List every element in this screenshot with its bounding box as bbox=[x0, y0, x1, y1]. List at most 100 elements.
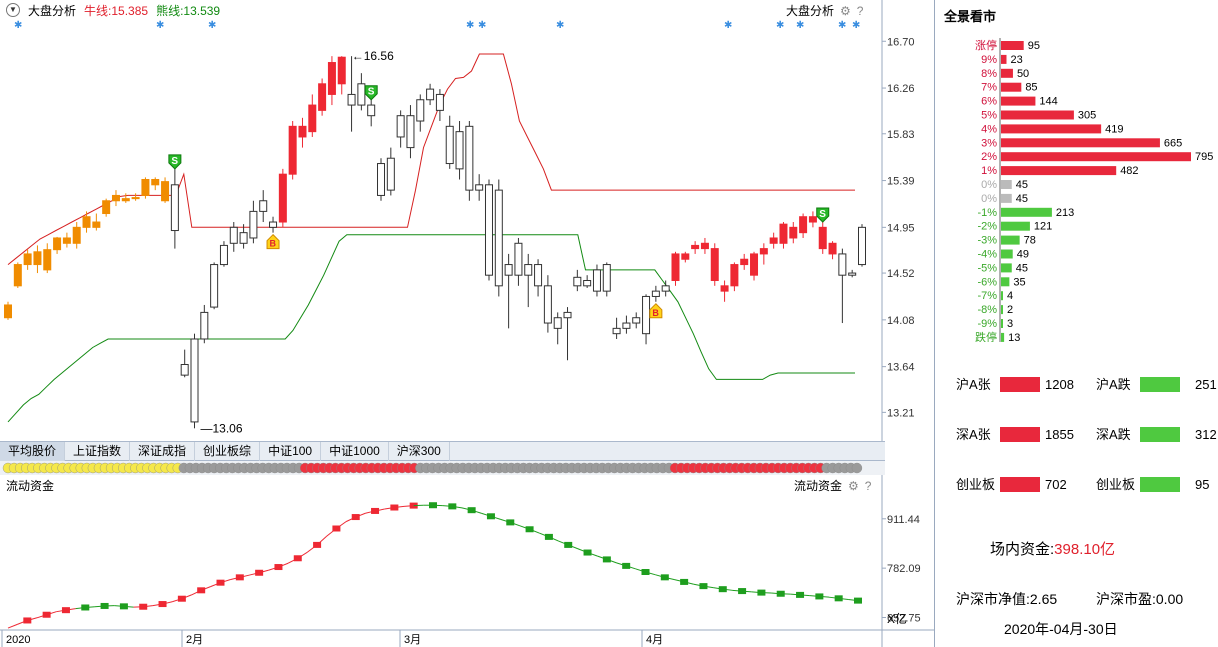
flow-x-label: 4月 bbox=[646, 634, 663, 646]
tab-csi1000[interactable]: 中证1000 bbox=[321, 442, 389, 461]
flow-step-block bbox=[139, 603, 148, 610]
candle-body bbox=[848, 272, 857, 276]
dropdown-toggle-icon[interactable]: ▼ bbox=[6, 3, 20, 17]
series-line-xiong bbox=[7, 234, 855, 423]
candle-body bbox=[102, 200, 111, 215]
candle-body bbox=[239, 232, 248, 244]
bar-category-label: -6% bbox=[977, 276, 997, 288]
flow-x-label: 2月 bbox=[186, 634, 203, 646]
profit-row: 沪深市盈:0.00 bbox=[1096, 589, 1183, 609]
bar-value-label: 45 bbox=[1016, 193, 1028, 205]
candle-body bbox=[759, 248, 768, 255]
distribution-bar bbox=[1001, 319, 1003, 328]
candle-body bbox=[377, 163, 386, 196]
kline-tools: 大盘分析 ⚙ ? bbox=[786, 2, 863, 19]
candle-body bbox=[229, 226, 238, 244]
candle-body bbox=[43, 249, 52, 271]
flow-line-segment bbox=[162, 601, 173, 605]
flow-step-block bbox=[255, 569, 264, 576]
distribution-bar bbox=[1001, 332, 1005, 342]
niu-line-label: 牛线:15.385 bbox=[84, 3, 149, 18]
candle-body bbox=[367, 104, 376, 117]
candle-body bbox=[524, 264, 533, 276]
bar-value-label: 45 bbox=[1016, 179, 1028, 191]
flow-line-segment bbox=[800, 594, 810, 597]
candle-body bbox=[327, 62, 336, 95]
market-up-label: 创业板 bbox=[956, 477, 996, 492]
sell-signal-label: S bbox=[368, 87, 375, 98]
flow-step-block bbox=[371, 507, 380, 514]
market-down-value: 312 bbox=[1195, 427, 1217, 442]
flow-line-segment bbox=[220, 579, 231, 584]
market-up-value: 1855 bbox=[1045, 427, 1074, 442]
star-marker-icon: ✱ bbox=[466, 20, 474, 31]
candle-body bbox=[730, 264, 739, 287]
candle-body bbox=[396, 115, 405, 138]
flow-step-block bbox=[467, 507, 476, 514]
flow-line-segment bbox=[548, 536, 559, 542]
candle-body bbox=[858, 226, 866, 266]
gear-icon[interactable]: ⚙ bbox=[848, 478, 859, 493]
tab-shanghai-index[interactable]: 上证指数 bbox=[65, 442, 131, 461]
candle-body bbox=[151, 178, 160, 186]
candle-body bbox=[808, 216, 817, 223]
flow-line-segment bbox=[316, 535, 328, 546]
flow-line-segment bbox=[46, 611, 57, 616]
candle-body bbox=[200, 311, 209, 340]
bar-category-label: 3% bbox=[981, 137, 997, 149]
candle-body bbox=[632, 317, 641, 324]
bar-value-label: 49 bbox=[1017, 249, 1029, 261]
y-tick-label: 13.21 bbox=[887, 407, 915, 419]
tab-csi100[interactable]: 中证100 bbox=[260, 442, 322, 461]
candle-body bbox=[612, 327, 621, 335]
flow-line-segment bbox=[684, 581, 694, 585]
distribution-bar bbox=[1001, 180, 1012, 189]
bar-value-label: 50 bbox=[1017, 68, 1029, 80]
signal-dot-row bbox=[0, 461, 885, 475]
bar-value-label: 213 bbox=[1056, 207, 1074, 219]
bar-category-label: 7% bbox=[981, 82, 997, 94]
candle-body bbox=[622, 322, 631, 329]
market-up-value: 702 bbox=[1045, 477, 1067, 492]
market-up-value: 1208 bbox=[1045, 377, 1074, 392]
distribution-bar bbox=[1001, 152, 1191, 162]
tab-chinext[interactable]: 创业板综 bbox=[195, 442, 261, 461]
candle-body bbox=[799, 216, 808, 234]
flow-line-segment bbox=[27, 617, 38, 621]
flow-step-block bbox=[274, 564, 283, 571]
candle-body bbox=[475, 184, 484, 191]
tab-csi300[interactable]: 沪深300 bbox=[389, 442, 450, 461]
help-icon[interactable]: ? bbox=[864, 478, 872, 493]
y-tick-label: 14.08 bbox=[887, 315, 915, 327]
gear-icon[interactable]: ⚙ bbox=[840, 3, 851, 18]
candle-body bbox=[92, 221, 101, 228]
candle-body bbox=[602, 264, 611, 292]
candle-body bbox=[121, 198, 130, 202]
bar-category-label: -7% bbox=[977, 290, 997, 302]
bar-category-label: -5% bbox=[977, 262, 997, 274]
date-label: 2020年-04月-30日 bbox=[1004, 621, 1118, 637]
distribution-bar bbox=[1001, 124, 1102, 134]
distribution-bar bbox=[1001, 166, 1117, 176]
bar-category-label: -3% bbox=[977, 235, 997, 247]
bar-category-label: -9% bbox=[977, 318, 997, 330]
net-value: 2.65 bbox=[1029, 591, 1058, 607]
market-down-value: 95 bbox=[1195, 477, 1210, 492]
star-marker-icon: ✱ bbox=[852, 20, 860, 31]
candle-body bbox=[573, 276, 582, 287]
distribution-bar bbox=[1001, 41, 1024, 50]
series-line-niu bbox=[7, 53, 855, 265]
tab-shenzhen-index[interactable]: 深证成指 bbox=[130, 442, 196, 461]
bar-category-label: 4% bbox=[981, 123, 997, 135]
bar-value-label: 95 bbox=[1028, 40, 1040, 52]
flow-line-segment bbox=[374, 508, 385, 512]
panel-title: 全景看市 bbox=[944, 9, 997, 24]
tab-average-price[interactable]: 平均股价 bbox=[0, 442, 66, 461]
candle-body bbox=[583, 280, 592, 287]
candle-body bbox=[818, 226, 827, 250]
candle-body bbox=[170, 184, 179, 232]
flow-line-segment bbox=[703, 585, 714, 589]
help-icon[interactable]: ? bbox=[856, 3, 864, 18]
sell-signal-label: S bbox=[819, 209, 826, 220]
